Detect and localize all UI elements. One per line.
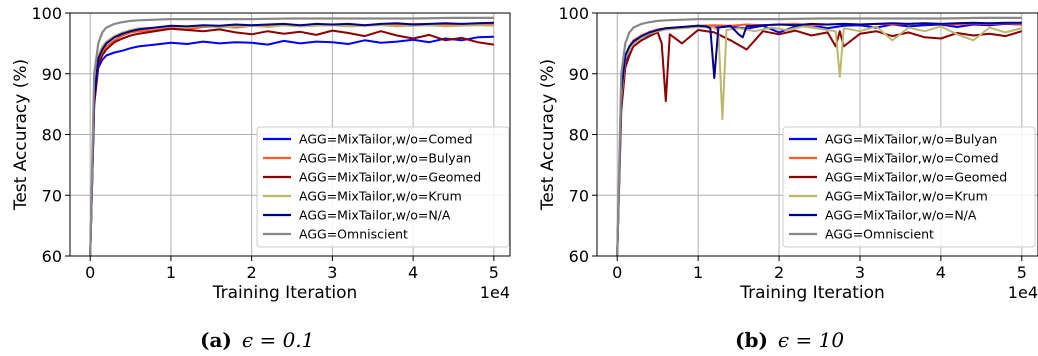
legend-label-4: AGG=MixTailor,w/o=Krum	[825, 189, 988, 204]
legend-label-1: AGG=MixTailor,w/o=Comed	[299, 132, 473, 147]
y-tick-label-0: 60	[569, 247, 589, 266]
legend-label-1: AGG=MixTailor,w/o=Bulyan	[825, 132, 997, 147]
legend: AGG=MixTailor,w/o=Comed AGG=MixTailor,w/o…	[256, 126, 510, 248]
series-line-1	[89, 35, 494, 256]
y-tick-label-1: 70	[42, 186, 62, 205]
y-tick-label-4: 100	[31, 4, 62, 23]
series-line-6	[616, 16, 1022, 256]
x-tick-label-4: 4	[936, 263, 946, 282]
x-tick-label-1: 1	[693, 263, 703, 282]
legend-label-3: AGG=MixTailor,w/o=Geomed	[299, 170, 481, 185]
series-lines	[616, 16, 1023, 256]
x-tick-label-3: 3	[855, 263, 865, 282]
legend-label-6: AGG=Omniscient	[299, 227, 408, 242]
y-tick-label-1: 70	[569, 186, 589, 205]
x-tick-label-2: 2	[774, 263, 784, 282]
x-tick-label-5: 5	[1017, 263, 1027, 282]
y-tick-label-2: 80	[569, 126, 589, 145]
caption-text: ϵ = 0.1	[242, 328, 314, 352]
figure-caption: (a) ϵ = 0.1	[200, 328, 314, 352]
legend-label-2: AGG=MixTailor,w/o=Comed	[825, 151, 999, 166]
series-line-3	[89, 27, 495, 256]
x-tick-label-3: 3	[327, 263, 337, 282]
y-tick-label-3: 90	[42, 65, 62, 84]
legend-label-4: AGG=MixTailor,w/o=Krum	[299, 189, 462, 204]
legend-label-2: AGG=MixTailor,w/o=Bulyan	[299, 151, 471, 166]
series-line-5	[616, 21, 1022, 256]
legend-label-6: AGG=Omniscient	[825, 227, 934, 242]
legend-label-5: AGG=MixTailor,w/o=N/A	[299, 208, 451, 223]
series-line-5	[89, 21, 494, 256]
legend-box	[782, 126, 1036, 248]
x-tick-label-0: 0	[612, 263, 622, 282]
series-lines	[89, 16, 495, 256]
x-tick-label-5: 5	[489, 263, 499, 282]
x-tick-label-0: 0	[85, 263, 95, 282]
legend-label-5: AGG=MixTailor,w/o=N/A	[825, 208, 977, 223]
y-axis-label: Test Accuracy (%)	[11, 59, 31, 211]
chart-panel-1: 0 1 2 3 4 5 60 70 80 90 100 Training Iteration 1e4 Te…	[11, 4, 511, 352]
y-tick-label-0: 60	[42, 247, 62, 266]
series-line-4	[616, 25, 1023, 256]
series-line-6	[89, 16, 494, 256]
y-axis-label: Test Accuracy (%)	[538, 59, 558, 211]
x-tick-label-2: 2	[247, 263, 257, 282]
x-tick-label-1: 1	[166, 263, 176, 282]
x-axis-multiplier: 1e4	[1008, 283, 1038, 302]
caption-label: (b)	[735, 328, 768, 352]
chart-panel-2: 0 1 2 3 4 5 60 70 80 90 100 Training Iteration 1e4 Te…	[538, 4, 1038, 352]
legend-box	[256, 126, 510, 248]
x-axis-label: Training Iteration	[212, 283, 358, 303]
legend: AGG=MixTailor,w/o=Bulyan AGG=MixTailor,w/…	[782, 126, 1036, 248]
series-line-3	[616, 29, 1023, 256]
y-tick-label-2: 80	[42, 126, 62, 145]
legend-label-3: AGG=MixTailor,w/o=Geomed	[825, 170, 1007, 185]
x-tick-label-4: 4	[408, 263, 418, 282]
x-axis-label: Training Iteration	[739, 283, 885, 303]
figure-caption: (b) ϵ = 10	[735, 328, 844, 352]
caption-label: (a)	[200, 328, 232, 352]
caption-text: ϵ = 10	[778, 328, 844, 352]
y-tick-label-3: 90	[569, 65, 589, 84]
y-tick-label-4: 100	[558, 4, 589, 23]
x-axis-multiplier: 1e4	[480, 283, 510, 302]
